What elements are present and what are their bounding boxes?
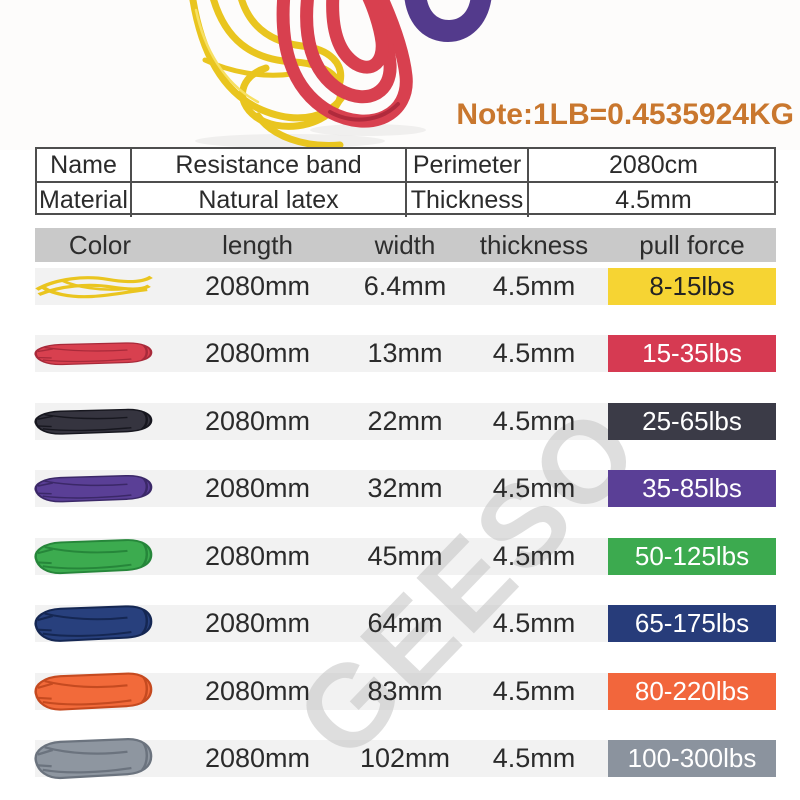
- length-value: 2080mm: [204, 473, 311, 503]
- watermark: GEESO: [270, 381, 666, 783]
- length-value: 2080mm: [204, 541, 311, 571]
- band-image-gray: [29, 732, 157, 786]
- note-text: Note:1LB=0.4535924KG: [456, 98, 794, 131]
- length-value: 2080mm: [204, 271, 311, 301]
- spec-label-thickness: Thickness: [407, 183, 529, 217]
- length-value: 2080mm: [204, 676, 311, 706]
- width-value: 64mm: [367, 608, 443, 638]
- band-image-black: [29, 405, 157, 439]
- thickness-value: 4.5mm: [492, 676, 576, 706]
- spec-label-material: Material: [37, 183, 132, 217]
- size-table-header: Color length width thickness pull force: [35, 228, 776, 262]
- header-cell-thickness: thickness: [479, 229, 589, 260]
- table-row-green: 2080mm 45mm 4.5mm 50-125lbs: [35, 538, 776, 575]
- thickness-value: 4.5mm: [492, 406, 576, 436]
- purple-band: [404, 0, 492, 42]
- product-photo-drawing: [189, 0, 492, 149]
- thickness-value: 4.5mm: [492, 271, 576, 301]
- thickness-value: 4.5mm: [492, 338, 576, 368]
- header-cell-length: length: [222, 229, 293, 260]
- width-value: 22mm: [367, 406, 443, 436]
- width-value: 45mm: [367, 541, 443, 571]
- width-value: 32mm: [367, 473, 443, 503]
- length-value: 2080mm: [204, 338, 311, 368]
- thickness-value: 4.5mm: [492, 608, 576, 638]
- pull-force-badge: 35-85lbs: [608, 470, 776, 507]
- width-value: 6.4mm: [363, 271, 447, 301]
- spec-label-name: Name: [37, 149, 132, 183]
- band-image-green: [29, 534, 157, 580]
- product-photo: Note:1LB=0.4535924KG: [0, 0, 800, 150]
- pull-force-badge: 65-175lbs: [608, 605, 776, 642]
- table-row-navy: 2080mm 64mm 4.5mm 65-175lbs: [35, 605, 776, 642]
- spec-label-perimeter: Perimeter: [407, 149, 529, 183]
- spec-value-material: Natural latex: [132, 183, 407, 217]
- spec-table: Name Resistance band Perimeter 2080cm Ma…: [35, 147, 778, 217]
- thickness-value: 4.5mm: [492, 473, 576, 503]
- table-row-black: 2080mm 22mm 4.5mm 25-65lbs: [35, 403, 776, 440]
- width-value: 13mm: [367, 338, 443, 368]
- band-image-navy: [29, 600, 157, 648]
- width-value: 102mm: [359, 743, 451, 773]
- band-image-orange: [29, 667, 157, 717]
- spec-value-thickness: 4.5mm: [615, 185, 692, 214]
- table-row-purple: 2080mm 32mm 4.5mm 35-85lbs: [35, 470, 776, 507]
- table-row-yellow: 2080mm 6.4mm 4.5mm 8-15lbs: [35, 268, 776, 305]
- table-row-gray: 2080mm 102mm 4.5mm 100-300lbs: [35, 740, 776, 777]
- table-row-orange: 2080mm 83mm 4.5mm 80-220lbs: [35, 673, 776, 710]
- pull-force-badge: 8-15lbs: [608, 268, 776, 305]
- pull-force-badge: 25-65lbs: [608, 403, 776, 440]
- band-image-yellow: [29, 268, 157, 306]
- spec-value-perimeter: 2080cm: [529, 149, 778, 183]
- thickness-value: 4.5mm: [492, 743, 576, 773]
- red-band: [276, 0, 413, 128]
- spec-value-name: Resistance band: [132, 149, 407, 183]
- header-cell-pull-force: pull force: [639, 229, 745, 260]
- length-value: 2080mm: [204, 608, 311, 638]
- band-image-red: [29, 339, 157, 369]
- length-value: 2080mm: [204, 743, 311, 773]
- pull-force-badge: 50-125lbs: [608, 538, 776, 575]
- header-cell-width: width: [374, 229, 436, 260]
- pull-force-badge: 15-35lbs: [608, 335, 776, 372]
- pull-force-badge: 100-300lbs: [608, 740, 776, 777]
- thickness-value: 4.5mm: [492, 541, 576, 571]
- width-value: 83mm: [367, 676, 443, 706]
- table-row-red: 2080mm 13mm 4.5mm 15-35lbs: [35, 335, 776, 372]
- pull-force-badge: 80-220lbs: [608, 673, 776, 710]
- header-cell-color: Color: [68, 229, 132, 260]
- band-image-purple: [29, 471, 157, 507]
- length-value: 2080mm: [204, 406, 311, 436]
